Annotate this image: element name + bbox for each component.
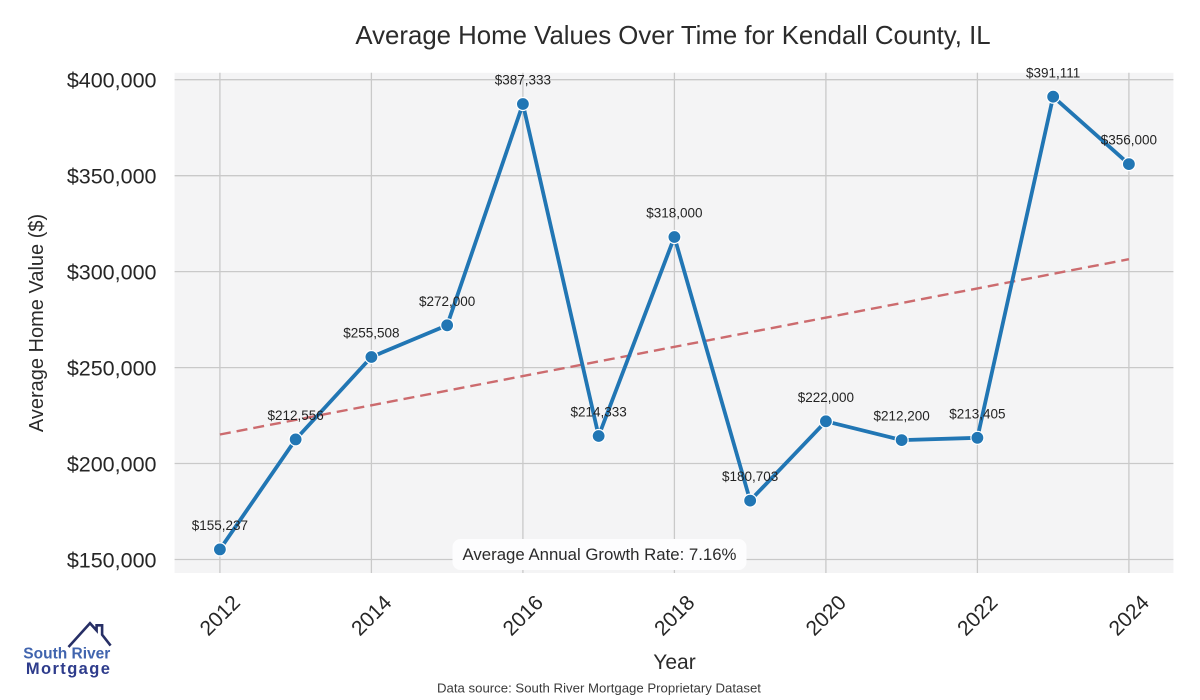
- svg-text:$318,000: $318,000: [646, 206, 702, 221]
- svg-text:$180,703: $180,703: [722, 469, 778, 484]
- svg-text:Average Home Values Over Time: Average Home Values Over Time for Kendal…: [355, 22, 990, 50]
- svg-text:2020: 2020: [802, 591, 851, 640]
- svg-text:South River: South River: [23, 646, 110, 663]
- svg-text:$387,333: $387,333: [495, 73, 551, 88]
- svg-text:Mortgage: Mortgage: [26, 660, 111, 678]
- svg-text:$272,000: $272,000: [419, 294, 475, 309]
- svg-text:$222,000: $222,000: [798, 390, 854, 405]
- svg-text:$214,333: $214,333: [570, 405, 626, 420]
- svg-text:2012: 2012: [196, 591, 245, 640]
- svg-text:$400,000: $400,000: [67, 69, 157, 93]
- svg-text:$155,237: $155,237: [192, 518, 248, 533]
- svg-text:Average Annual Growth Rate: 7.: Average Annual Growth Rate: 7.16%: [463, 545, 737, 564]
- svg-text:2024: 2024: [1105, 591, 1155, 641]
- svg-text:2014: 2014: [347, 591, 397, 641]
- svg-text:$213,405: $213,405: [949, 406, 1005, 421]
- svg-text:2016: 2016: [499, 591, 548, 640]
- svg-text:$212,556: $212,556: [267, 408, 323, 423]
- svg-text:$212,200: $212,200: [873, 409, 929, 424]
- svg-text:2022: 2022: [953, 591, 1002, 640]
- svg-text:Year: Year: [653, 651, 695, 674]
- svg-text:$356,000: $356,000: [1101, 133, 1157, 148]
- svg-text:$391,111: $391,111: [1026, 65, 1080, 80]
- svg-text:$300,000: $300,000: [67, 261, 157, 285]
- svg-text:$200,000: $200,000: [67, 453, 157, 477]
- svg-text:Average Home Value ($): Average Home Value ($): [26, 214, 48, 432]
- svg-text:$250,000: $250,000: [67, 357, 157, 381]
- svg-text:$255,508: $255,508: [343, 326, 399, 341]
- svg-text:$150,000: $150,000: [67, 549, 157, 573]
- svg-text:2018: 2018: [650, 591, 699, 640]
- svg-text:$350,000: $350,000: [67, 165, 157, 189]
- svg-text:Data source: South River Mortg: Data source: South River Mortgage Propri…: [437, 681, 761, 696]
